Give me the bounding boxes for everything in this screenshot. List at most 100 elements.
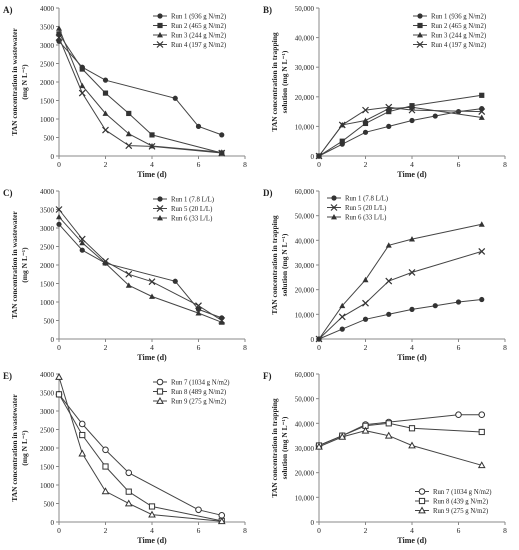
chart-a-svg: A) 0 500 1000 1500 2000 2500 3000 3500 4000 0 2 4 6 8 T… xyxy=(3,5,247,179)
legend-marker xyxy=(417,22,423,29)
data-point xyxy=(432,113,438,119)
y-tick-label: 0 xyxy=(311,336,315,344)
y-tick-label: 3500 xyxy=(40,207,55,215)
panel-label: F) xyxy=(263,371,272,381)
y-tick-label: 1000 xyxy=(40,116,55,124)
legend-label: Run 3 (244 g N/m2) xyxy=(171,33,226,40)
data-point xyxy=(195,310,202,316)
legend-marker xyxy=(156,378,164,386)
y-tick-label: 3000 xyxy=(40,225,55,233)
data-point xyxy=(384,431,393,439)
y-tick-label: 20,000 xyxy=(295,287,315,295)
data-point xyxy=(219,132,225,138)
y-tick-label: 2000 xyxy=(40,262,55,270)
chart-b-svg: B) 0 10,000 20,000 30,000 40,000 50,000 0 2 4 6 8 Ti… xyxy=(263,5,507,179)
y-tick-label: 30,000 xyxy=(295,64,315,72)
series-line xyxy=(318,108,482,157)
data-point xyxy=(172,95,178,101)
data-point xyxy=(408,425,416,432)
data-point xyxy=(102,446,109,454)
y-tick-label: 0 xyxy=(311,519,315,527)
legend-marker xyxy=(157,196,163,202)
data-point xyxy=(78,420,86,428)
y-tick-label: 10,000 xyxy=(295,494,315,502)
data-point xyxy=(101,487,110,495)
series-line xyxy=(318,106,482,157)
y-tick-label: 60,000 xyxy=(295,188,315,196)
x-tick-label: 4 xyxy=(150,343,154,352)
data-point xyxy=(408,441,416,449)
data-point xyxy=(479,296,485,303)
legend-label: Run 5 (20 L/L) xyxy=(345,205,386,212)
x-tick-label: 6 xyxy=(197,526,201,535)
legend-label: Run 9 (275 g N/m2) xyxy=(433,508,488,515)
data-point xyxy=(455,411,462,419)
legend-marker xyxy=(418,506,426,514)
legend: Run 1 (7.8 L/L) Run 5 (20 L/L) Run 6 (33 L… xyxy=(327,195,388,222)
data-point xyxy=(385,277,393,285)
data-point xyxy=(218,319,225,325)
legend-label: Run 1 (936 g N/m2) xyxy=(171,14,226,21)
data-point xyxy=(79,66,85,72)
data-point xyxy=(56,31,62,37)
y-tick-label: 40,000 xyxy=(295,420,315,428)
panel-label: D) xyxy=(263,188,273,198)
data-point xyxy=(195,123,202,129)
data-point xyxy=(409,117,415,124)
series-line xyxy=(58,33,222,154)
legend-marker xyxy=(331,214,337,220)
x-tick-label: 6 xyxy=(457,343,461,352)
data-point xyxy=(149,132,155,138)
y-axis-label-line1: TAN concentration in wastewater xyxy=(10,211,19,319)
series-line xyxy=(58,223,222,319)
y-tick-label: 10,000 xyxy=(295,123,315,131)
data-point xyxy=(55,372,63,380)
data-point xyxy=(102,77,109,83)
data-point xyxy=(408,106,416,114)
y-tick-label: 0 xyxy=(311,153,315,161)
series-1 xyxy=(315,411,486,449)
legend-label: Run 6 (33 L/L) xyxy=(345,215,386,222)
y-axis-label-line2: (mg N L⁻¹) xyxy=(20,64,29,100)
data-point xyxy=(218,149,226,157)
legend-marker xyxy=(156,205,164,212)
data-point xyxy=(195,306,202,312)
y-tick-label: 40,000 xyxy=(295,237,315,245)
x-tick-label: 6 xyxy=(457,160,461,169)
chart-panel-f: F) 0 10,000 20,000 30,000 40,000 50,000 60,000 0… xyxy=(260,366,519,549)
data-point xyxy=(362,106,369,114)
y-tick-label: 0 xyxy=(51,153,55,161)
y-axis-label-line1: TAN concentration in wastewater xyxy=(10,394,19,502)
series-2 xyxy=(55,206,226,324)
data-point xyxy=(386,311,392,317)
x-tick-label: 8 xyxy=(243,526,247,535)
series-line xyxy=(58,376,222,522)
y-tick-label: 2500 xyxy=(40,427,55,435)
data-point xyxy=(339,138,345,144)
legend-marker xyxy=(330,204,338,211)
x-tick-label: 4 xyxy=(410,160,414,169)
legend-marker xyxy=(156,388,164,395)
data-point xyxy=(125,488,132,495)
series-3 xyxy=(316,221,485,342)
data-point xyxy=(79,247,85,253)
x-tick-label: 4 xyxy=(410,526,414,535)
legend-label: Run 9 (275 g N/m2) xyxy=(171,399,226,406)
y-axis-label-line2: solution (mg N L⁻¹) xyxy=(280,233,289,296)
data-point xyxy=(477,461,486,469)
y-tick-label: 1000 xyxy=(40,482,55,490)
y-tick-label: 3000 xyxy=(40,42,55,50)
x-tick-label: 2 xyxy=(364,160,368,169)
data-point xyxy=(102,90,109,96)
series-2 xyxy=(55,391,225,524)
x-tick-label: 6 xyxy=(197,343,201,352)
y-tick-label: 1500 xyxy=(40,281,55,289)
legend-marker xyxy=(417,32,423,38)
y-axis-label-line2: (mg N L⁻¹) xyxy=(20,247,29,283)
y-axis-label-line2: solution (mg N L⁻¹) xyxy=(280,416,289,479)
legend: Run 1 (936 g N/m2) Run 2 (465 g N/m2) Run … xyxy=(153,13,226,49)
data-point xyxy=(148,278,156,286)
data-point xyxy=(148,510,156,518)
x-axis-label: Time (d) xyxy=(397,170,427,179)
y-tick-label: 500 xyxy=(44,501,55,509)
